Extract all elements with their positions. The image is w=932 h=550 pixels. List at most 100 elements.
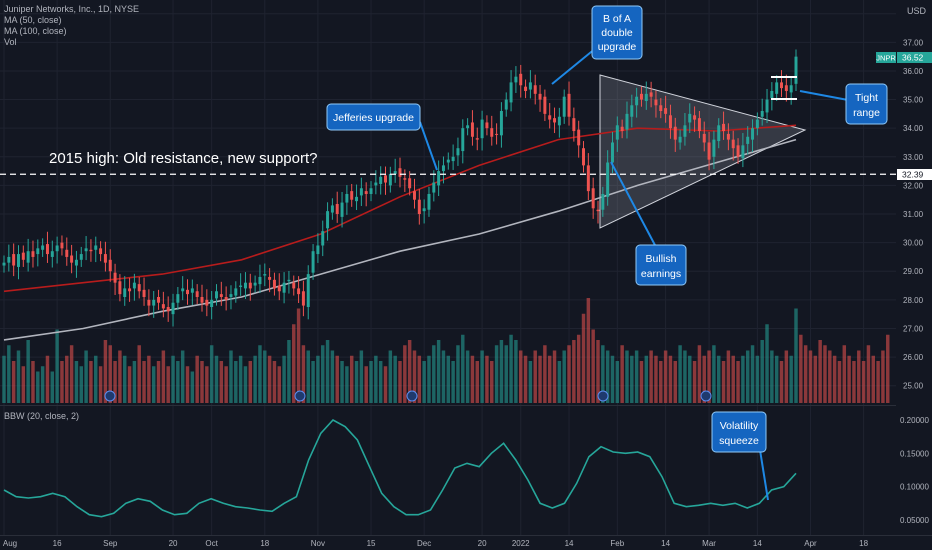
- volume-bar: [79, 366, 83, 403]
- volume-bar: [330, 350, 335, 403]
- earnings-marker[interactable]: [597, 390, 609, 402]
- tight-label-1: Tight: [855, 92, 878, 104]
- volume-bar: [306, 350, 310, 403]
- candle-body: [70, 255, 74, 263]
- candle-body: [16, 254, 20, 267]
- volume-bar: [683, 350, 687, 403]
- jefferies-callout: [326, 103, 421, 131]
- candle-body: [253, 282, 257, 286]
- candle-body: [654, 99, 658, 106]
- volume-bar: [610, 355, 615, 403]
- volume-bar: [649, 350, 653, 403]
- earnings-marker[interactable]: [406, 390, 418, 402]
- candle-body: [775, 82, 779, 94]
- candle-body: [620, 126, 624, 132]
- volume-bar: [118, 350, 122, 403]
- candle-body: [504, 99, 508, 110]
- volume-bar: [374, 355, 378, 403]
- candle-body: [630, 105, 634, 117]
- candle-body: [678, 136, 682, 143]
- time-tick-label: Aug: [3, 539, 17, 548]
- bullish-label-1: Bullish: [646, 253, 677, 265]
- legend-title: Juniper Networks, Inc., 1D, NYSE: [4, 4, 140, 14]
- volume-bar: [277, 366, 281, 403]
- volume-bar: [422, 361, 426, 403]
- earnings-marker[interactable]: [700, 390, 712, 402]
- candle-body: [557, 116, 561, 126]
- volume-bar: [765, 324, 769, 403]
- volume-bar: [272, 361, 277, 403]
- volume-bar: [842, 345, 847, 403]
- candle-body: [186, 289, 190, 295]
- candle-body: [741, 145, 745, 159]
- price-tick-label: 36.00: [903, 67, 924, 76]
- callouts: 2015 high: Old resistance, new support? …: [49, 5, 888, 501]
- volume-bar: [528, 361, 533, 403]
- candle-body: [355, 196, 359, 202]
- candle-body: [480, 119, 484, 139]
- candle-body: [171, 302, 175, 315]
- price-tick-label: 29.00: [903, 267, 924, 276]
- volume-bar: [40, 366, 45, 403]
- volume-bar: [779, 361, 784, 403]
- volatility-label-2: squeeze: [719, 435, 759, 447]
- candle-body: [668, 115, 672, 129]
- volume-bar: [717, 355, 721, 403]
- bofa-label-2: double: [601, 27, 633, 39]
- volume-bar: [605, 350, 610, 403]
- bofa-label-3: upgrade: [598, 41, 637, 53]
- volume-bar: [847, 355, 851, 403]
- candle-body: [644, 93, 648, 101]
- candle-body: [292, 282, 296, 289]
- earnings-marker[interactable]: [294, 390, 306, 402]
- candle-body: [562, 96, 566, 117]
- candle-body: [746, 136, 750, 144]
- candle-body: [243, 282, 247, 289]
- volume-bar: [166, 366, 170, 403]
- candle-body: [794, 56, 798, 84]
- volume-bar: [137, 345, 141, 403]
- price-tick-label: 35.00: [903, 96, 924, 105]
- candle-body: [490, 128, 494, 137]
- candle-body: [258, 276, 262, 285]
- candle-body: [475, 138, 479, 140]
- volume-bar: [654, 355, 658, 403]
- jefferies-label: Jefferies upgrade: [333, 112, 414, 124]
- candle-body: [591, 188, 595, 209]
- volume-bar: [378, 361, 383, 403]
- candle-body: [422, 208, 426, 212]
- candle-body: [625, 113, 629, 130]
- time-tick-label: Oct: [205, 539, 218, 548]
- time-tick-label: Nov: [311, 539, 325, 548]
- price-tick-label: 28.00: [903, 296, 924, 305]
- candle-body: [113, 272, 117, 283]
- candle-body: [446, 159, 450, 163]
- volume-bar: [234, 361, 238, 403]
- volume-bar: [89, 361, 93, 403]
- volume-bar: [205, 366, 209, 403]
- candle-body: [268, 276, 272, 280]
- volume-bar: [248, 361, 253, 403]
- chart-legend: Juniper Networks, Inc., 1D, NYSE MA (50,…: [4, 4, 139, 48]
- candle-body: [451, 156, 455, 162]
- candle-body: [456, 148, 460, 156]
- volume-bar: [224, 366, 228, 403]
- volume-bar: [296, 308, 301, 403]
- candle-body: [466, 125, 470, 129]
- candle-body: [147, 299, 151, 306]
- volume-bar: [688, 355, 692, 403]
- volume-bar: [533, 350, 537, 403]
- volume-bar: [818, 340, 822, 403]
- bbw-line: [3, 418, 797, 518]
- volume-bar: [388, 350, 393, 403]
- volume-bar: [692, 361, 697, 403]
- volume-bar: [94, 355, 98, 403]
- volume-bar: [65, 355, 69, 403]
- volume-bar: [243, 366, 248, 403]
- candle-body: [60, 242, 64, 249]
- volume-bar: [74, 361, 79, 403]
- volume-bar: [514, 340, 518, 403]
- candle-body: [99, 248, 103, 255]
- earnings-marker[interactable]: [104, 390, 116, 402]
- volume-bar: [596, 340, 600, 403]
